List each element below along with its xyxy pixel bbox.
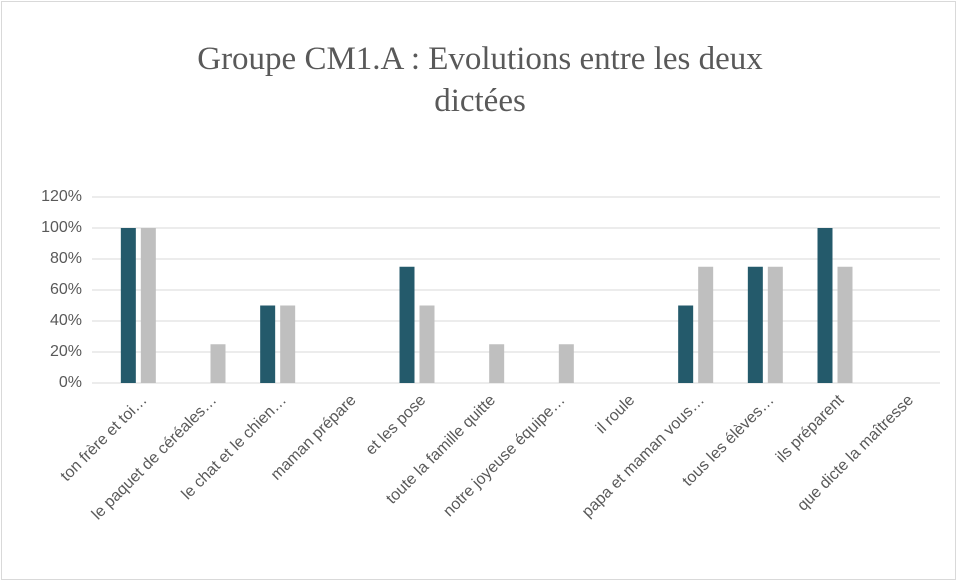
y-tick-label: 0% (59, 374, 82, 391)
bar (837, 266, 853, 383)
x-tick-label: que dicte la maîtresse (794, 392, 917, 515)
x-tick-label: notre joyeuse équipe… (440, 392, 568, 520)
bar (399, 266, 415, 383)
x-tick-label: papa et maman vous… (579, 392, 708, 521)
bar (260, 305, 276, 383)
bar (120, 228, 136, 383)
bar (210, 344, 226, 383)
bar (698, 266, 714, 383)
y-tick-label: 60% (50, 281, 82, 298)
bar (419, 305, 435, 383)
bar (678, 305, 694, 383)
x-tick-label: le paquet de céréales… (89, 392, 221, 524)
x-tick-label: ils préparent (773, 391, 848, 466)
bar (747, 266, 763, 383)
bar (767, 266, 783, 383)
y-tick-label: 40% (50, 312, 82, 329)
y-tick-label: 20% (50, 343, 82, 360)
bar (280, 305, 296, 383)
y-tick-label: 100% (41, 219, 82, 236)
y-tick-label: 120% (41, 188, 82, 205)
chart-title: Groupe CM1.A : Evolutions entre les deux… (197, 41, 763, 119)
bar (489, 344, 505, 383)
y-tick-label: 80% (50, 250, 82, 267)
bar (558, 344, 574, 383)
x-tick-label: il roule (593, 392, 638, 437)
bar (817, 228, 833, 383)
x-tick-label: et les pose (363, 392, 430, 459)
bar (140, 228, 156, 383)
